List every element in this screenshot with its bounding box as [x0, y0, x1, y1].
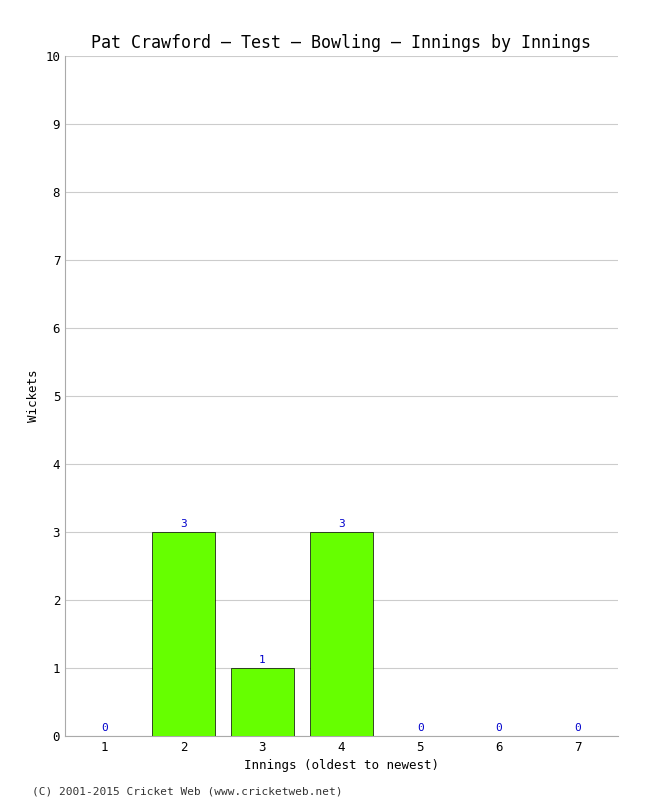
X-axis label: Innings (oldest to newest): Innings (oldest to newest) [244, 759, 439, 773]
Y-axis label: Wickets: Wickets [27, 370, 40, 422]
Bar [309, 532, 373, 736]
Text: 3: 3 [180, 518, 187, 529]
Text: 1: 1 [259, 654, 266, 665]
Text: 0: 0 [496, 722, 502, 733]
Bar [152, 532, 215, 736]
Text: 0: 0 [575, 722, 581, 733]
Bar [231, 668, 294, 736]
Text: 0: 0 [101, 722, 108, 733]
Text: (C) 2001-2015 Cricket Web (www.cricketweb.net): (C) 2001-2015 Cricket Web (www.cricketwe… [32, 786, 343, 796]
Text: 3: 3 [338, 518, 344, 529]
Title: Pat Crawford – Test – Bowling – Innings by Innings: Pat Crawford – Test – Bowling – Innings … [91, 34, 592, 52]
Text: 0: 0 [417, 722, 424, 733]
